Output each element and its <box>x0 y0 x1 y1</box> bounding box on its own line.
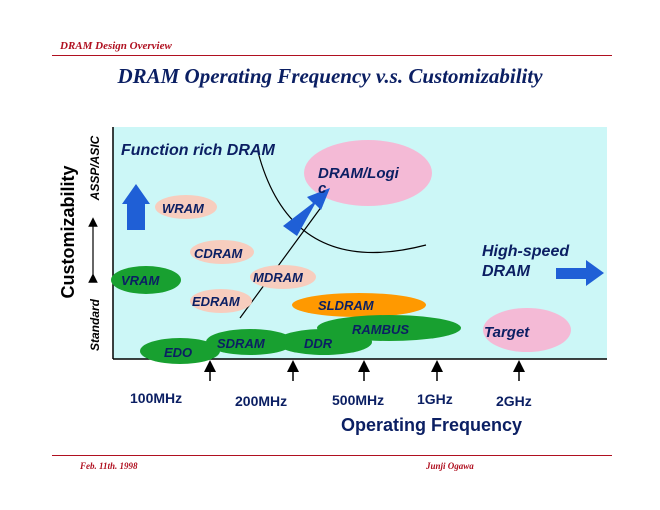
tick-label-100mhz: 100MHz <box>130 390 182 406</box>
edo-ellipse <box>140 338 220 364</box>
vram-ellipse <box>111 266 181 294</box>
sldram-label: SLDRAM <box>318 298 375 313</box>
wram-label: WRAM <box>162 201 205 216</box>
slide-title: DRAM Operating Frequency v.s. Customizab… <box>117 64 543 88</box>
high-speed-label-1: High-speed <box>482 243 570 260</box>
diagonal-arrow-icon <box>283 188 330 236</box>
ddr-label: DDR <box>304 336 333 351</box>
footer-date: Feb. 11th. 1998 <box>80 461 138 471</box>
wram-ellipse <box>155 195 217 219</box>
y-axis-bottom-label: Standard <box>88 298 102 351</box>
trend-line <box>239 205 323 319</box>
function-rich-label: Function rich DRAM <box>121 142 275 159</box>
edo-label: EDO <box>164 345 192 360</box>
tick-label-1ghz: 1GHz <box>417 391 453 407</box>
dram-logic-ellipse <box>304 140 432 206</box>
x-axis-title: Operating Frequency <box>341 415 522 435</box>
ddr-ellipse <box>276 329 372 355</box>
y-axis-title: Customizability <box>58 165 78 298</box>
y-axis-top-label: ASSP/ASIC <box>88 135 102 201</box>
dram-logic-label-cont: c <box>318 180 327 197</box>
region-boundary-arc <box>257 151 427 253</box>
header-rule <box>52 55 612 56</box>
target-label: Target <box>484 324 530 341</box>
tick-label-200mhz: 200MHz <box>235 393 287 409</box>
edram-ellipse <box>190 289 252 313</box>
cdram-label: CDRAM <box>194 246 244 261</box>
tick-label-2ghz: 2GHz <box>496 393 532 409</box>
target-ellipse <box>483 308 571 352</box>
tick-label-500mhz: 500MHz <box>332 392 384 408</box>
section-header: DRAM Design Overview <box>60 40 172 52</box>
mdram-ellipse <box>250 265 316 289</box>
up-arrow-icon <box>122 184 150 230</box>
mdram-label: MDRAM <box>253 270 304 285</box>
right-arrow-icon <box>556 260 604 286</box>
vram-label: VRAM <box>121 273 160 288</box>
sdram-ellipse <box>206 329 294 355</box>
footer-rule <box>52 455 612 456</box>
edram-label: EDRAM <box>192 294 241 309</box>
sdram-label: SDRAM <box>217 336 266 351</box>
high-speed-label-2: DRAM <box>482 263 531 280</box>
cdram-ellipse <box>190 240 254 264</box>
dram-logic-label: DRAM/Logi <box>318 165 400 182</box>
footer-author: Junji Ogawa <box>426 461 474 471</box>
rambus-label: RAMBUS <box>352 322 409 337</box>
sldram-ellipse <box>292 293 426 317</box>
